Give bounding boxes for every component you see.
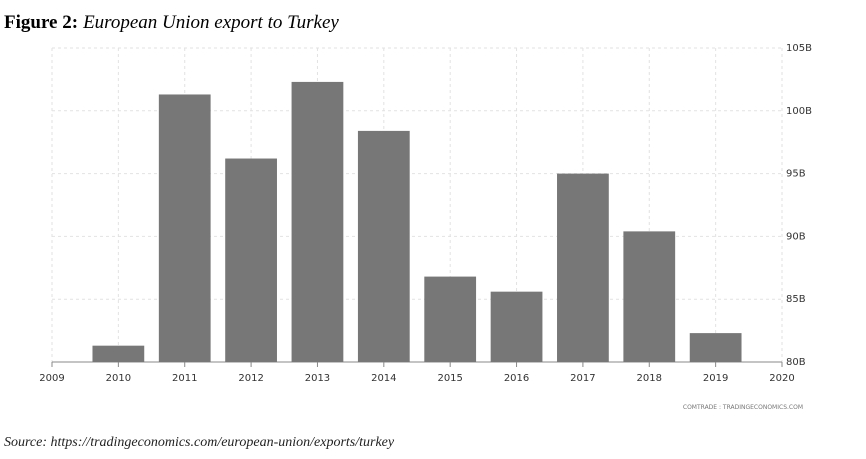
bar — [291, 81, 344, 363]
x-tick-label: 2013 — [305, 373, 330, 384]
chart-title: Figure 2: European Union export to Turkey — [4, 12, 339, 33]
y-tick-label: 95B — [786, 169, 806, 180]
figure-label: Figure 2: — [4, 12, 78, 33]
y-tick-label: 85B — [786, 294, 806, 305]
x-tick-label: 2009 — [39, 373, 64, 384]
credit: COMTRADE : TRADINGECONOMICS.COM — [683, 404, 803, 411]
bar — [424, 276, 477, 362]
y-tick-label: 80B — [786, 357, 806, 368]
x-tick-label: 2017 — [570, 373, 595, 384]
x-tick-label: 2014 — [371, 373, 396, 384]
y-tick-label: 100B — [786, 106, 812, 117]
bar — [92, 345, 145, 362]
x-tick-label: 2015 — [437, 373, 462, 384]
bar — [225, 158, 277, 362]
x-tick-label: 2018 — [637, 373, 662, 384]
bar — [158, 94, 211, 363]
title-text: European Union export to Turkey — [82, 12, 339, 33]
x-tick-label: 2012 — [238, 373, 263, 384]
y-tick-label: 90B — [786, 231, 806, 242]
x-tick-label: 2011 — [172, 373, 197, 384]
x-tick-label: 2016 — [504, 373, 529, 384]
source-note: Source: https://tradingeconomics.com/eur… — [4, 435, 395, 450]
x-tick-label: 2019 — [703, 373, 728, 384]
bar — [357, 130, 410, 362]
bar — [557, 173, 609, 362]
y-tick-label: 105B — [786, 43, 812, 54]
x-tick-label: 2020 — [769, 373, 794, 384]
bar — [490, 291, 543, 362]
bar — [623, 231, 676, 362]
bar — [689, 333, 742, 362]
x-tick-label: 2010 — [106, 373, 131, 384]
